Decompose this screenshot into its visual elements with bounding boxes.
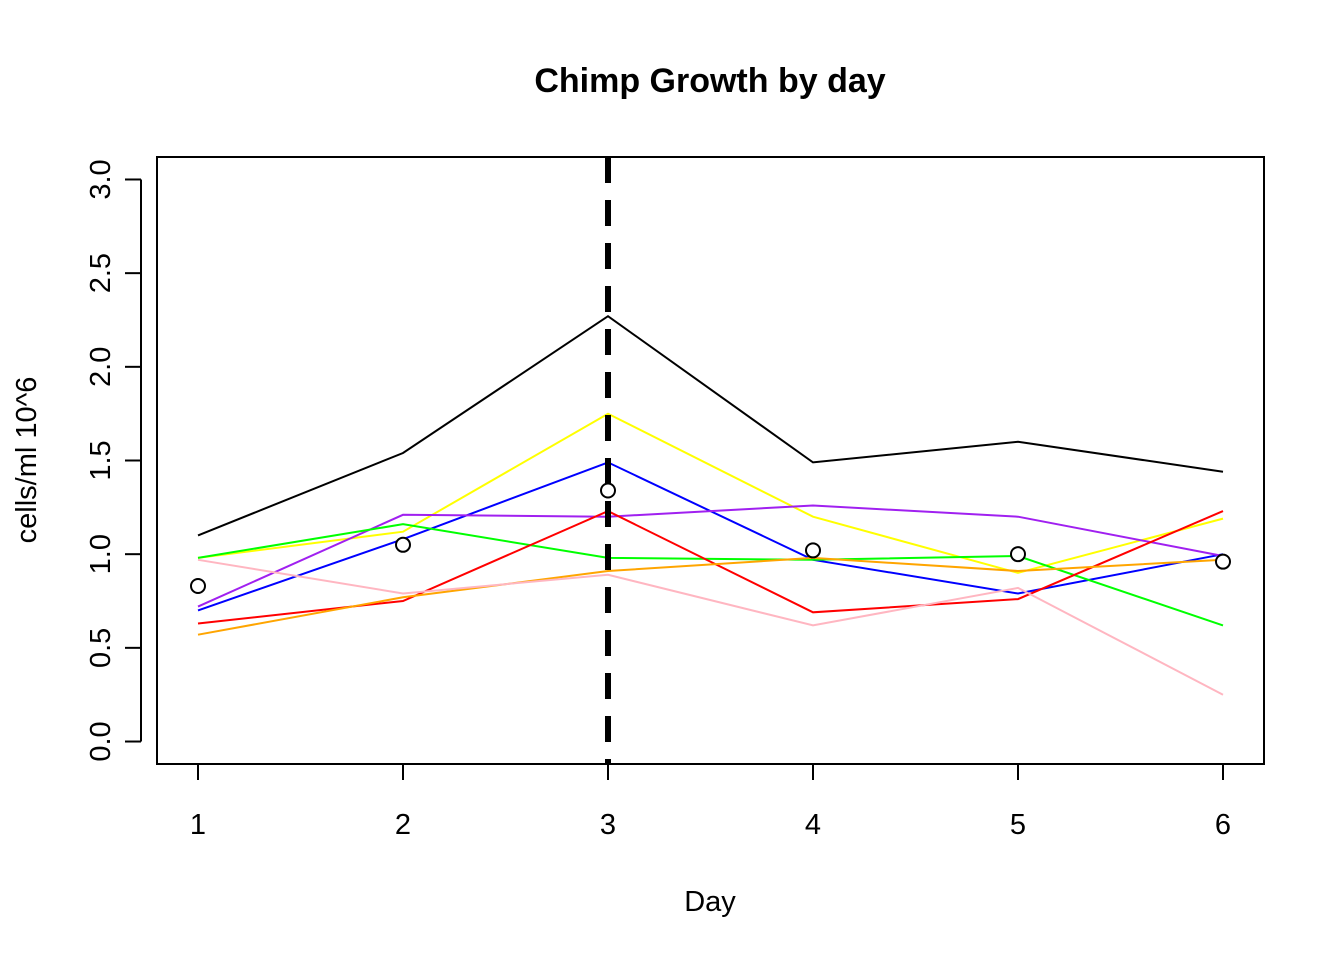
- x-tick-label: 5: [1010, 809, 1026, 841]
- points-layer: [190, 482, 1231, 595]
- x-axis: 1 2 3 4 5 6: [190, 763, 1231, 841]
- series-layer: [197, 314, 1224, 696]
- y-tick-label: 3.0: [85, 159, 117, 199]
- x-tick-label: 3: [600, 809, 616, 841]
- series-line-6: [197, 509, 1224, 625]
- data-point: [1215, 553, 1231, 570]
- y-tick-label: 0.5: [85, 628, 117, 668]
- x-tick-label: 2: [395, 809, 411, 841]
- series-line-2: [197, 412, 1224, 574]
- y-tick-label: 2.0: [85, 347, 117, 387]
- data-point: [600, 482, 616, 499]
- x-tick-label: 6: [1215, 809, 1231, 841]
- series-line-8: [197, 558, 1224, 696]
- y-axis: 0.0 0.5 1.0 1.5 2.0 2.5 3.0: [85, 159, 142, 762]
- y-tick-label: 2.5: [85, 253, 117, 293]
- data-point: [1010, 546, 1026, 563]
- x-axis-label: Day: [684, 886, 736, 918]
- y-axis-label: cells/ml 10^6: [11, 377, 43, 544]
- x-tick-label: 4: [805, 809, 821, 841]
- chart-title: Chimp Growth by day: [534, 62, 885, 100]
- series-line-5: [197, 523, 1224, 627]
- data-point: [395, 536, 411, 553]
- data-point: [190, 578, 206, 595]
- series-line-3: [197, 461, 1224, 612]
- y-tick-label: 0.0: [85, 721, 117, 761]
- plot-frame: [156, 156, 1265, 765]
- data-point: [805, 542, 821, 559]
- y-tick-label: 1.5: [85, 440, 117, 480]
- series-line-7: [197, 556, 1224, 636]
- x-tick-label: 1: [190, 809, 206, 841]
- y-tick-label: 1.0: [85, 534, 117, 574]
- series-line-1: [197, 314, 1224, 537]
